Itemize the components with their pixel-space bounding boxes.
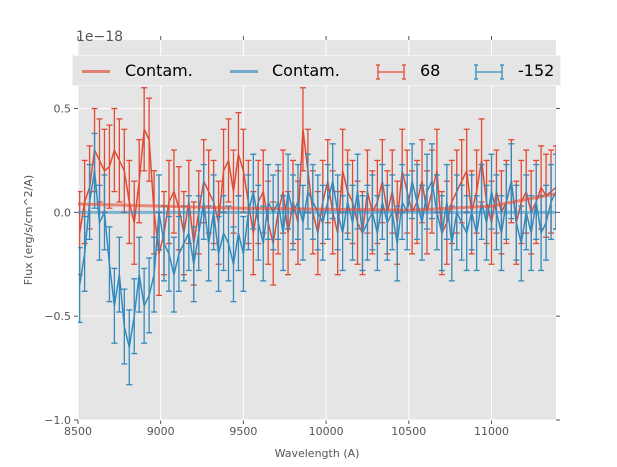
x-tick-label: 8500 [64, 425, 92, 438]
legend-label-68: 68 [420, 61, 441, 80]
legend-label-152: -152 [518, 61, 555, 80]
legend-label-contam-red: Contam. [125, 61, 193, 80]
y-axis-label: Flux (erg/s/cm^2/A) [22, 175, 35, 285]
y-tick-label: −1.0 [44, 414, 71, 427]
x-tick-label: 10000 [309, 425, 344, 438]
legend-label-contam-blue: Contam. [272, 61, 340, 80]
x-tick-label: 11000 [474, 425, 509, 438]
series--152 [78, 132, 556, 386]
legend: Contam. Contam. 68 -152 [72, 55, 561, 86]
plot-marks [78, 87, 556, 386]
legend-errorbar-icon-68 [376, 56, 406, 87]
x-tick-label: 9000 [147, 425, 175, 438]
y-tick-label: −0.5 [44, 310, 71, 323]
y-offset-label: 1e−18 [76, 29, 124, 45]
y-tick-label: 0.0 [54, 206, 72, 219]
contam-line [78, 192, 556, 212]
x-axis-label: Wavelength (A) [275, 447, 360, 460]
legend-swatch-contam-red [82, 56, 112, 87]
legend-swatch-contam-blue [230, 56, 260, 87]
legend-errorbar-icon-152 [474, 56, 504, 87]
x-tick-label: 10500 [391, 425, 426, 438]
y-tick-label: 0.5 [54, 103, 72, 116]
x-tick-label: 9500 [229, 425, 257, 438]
